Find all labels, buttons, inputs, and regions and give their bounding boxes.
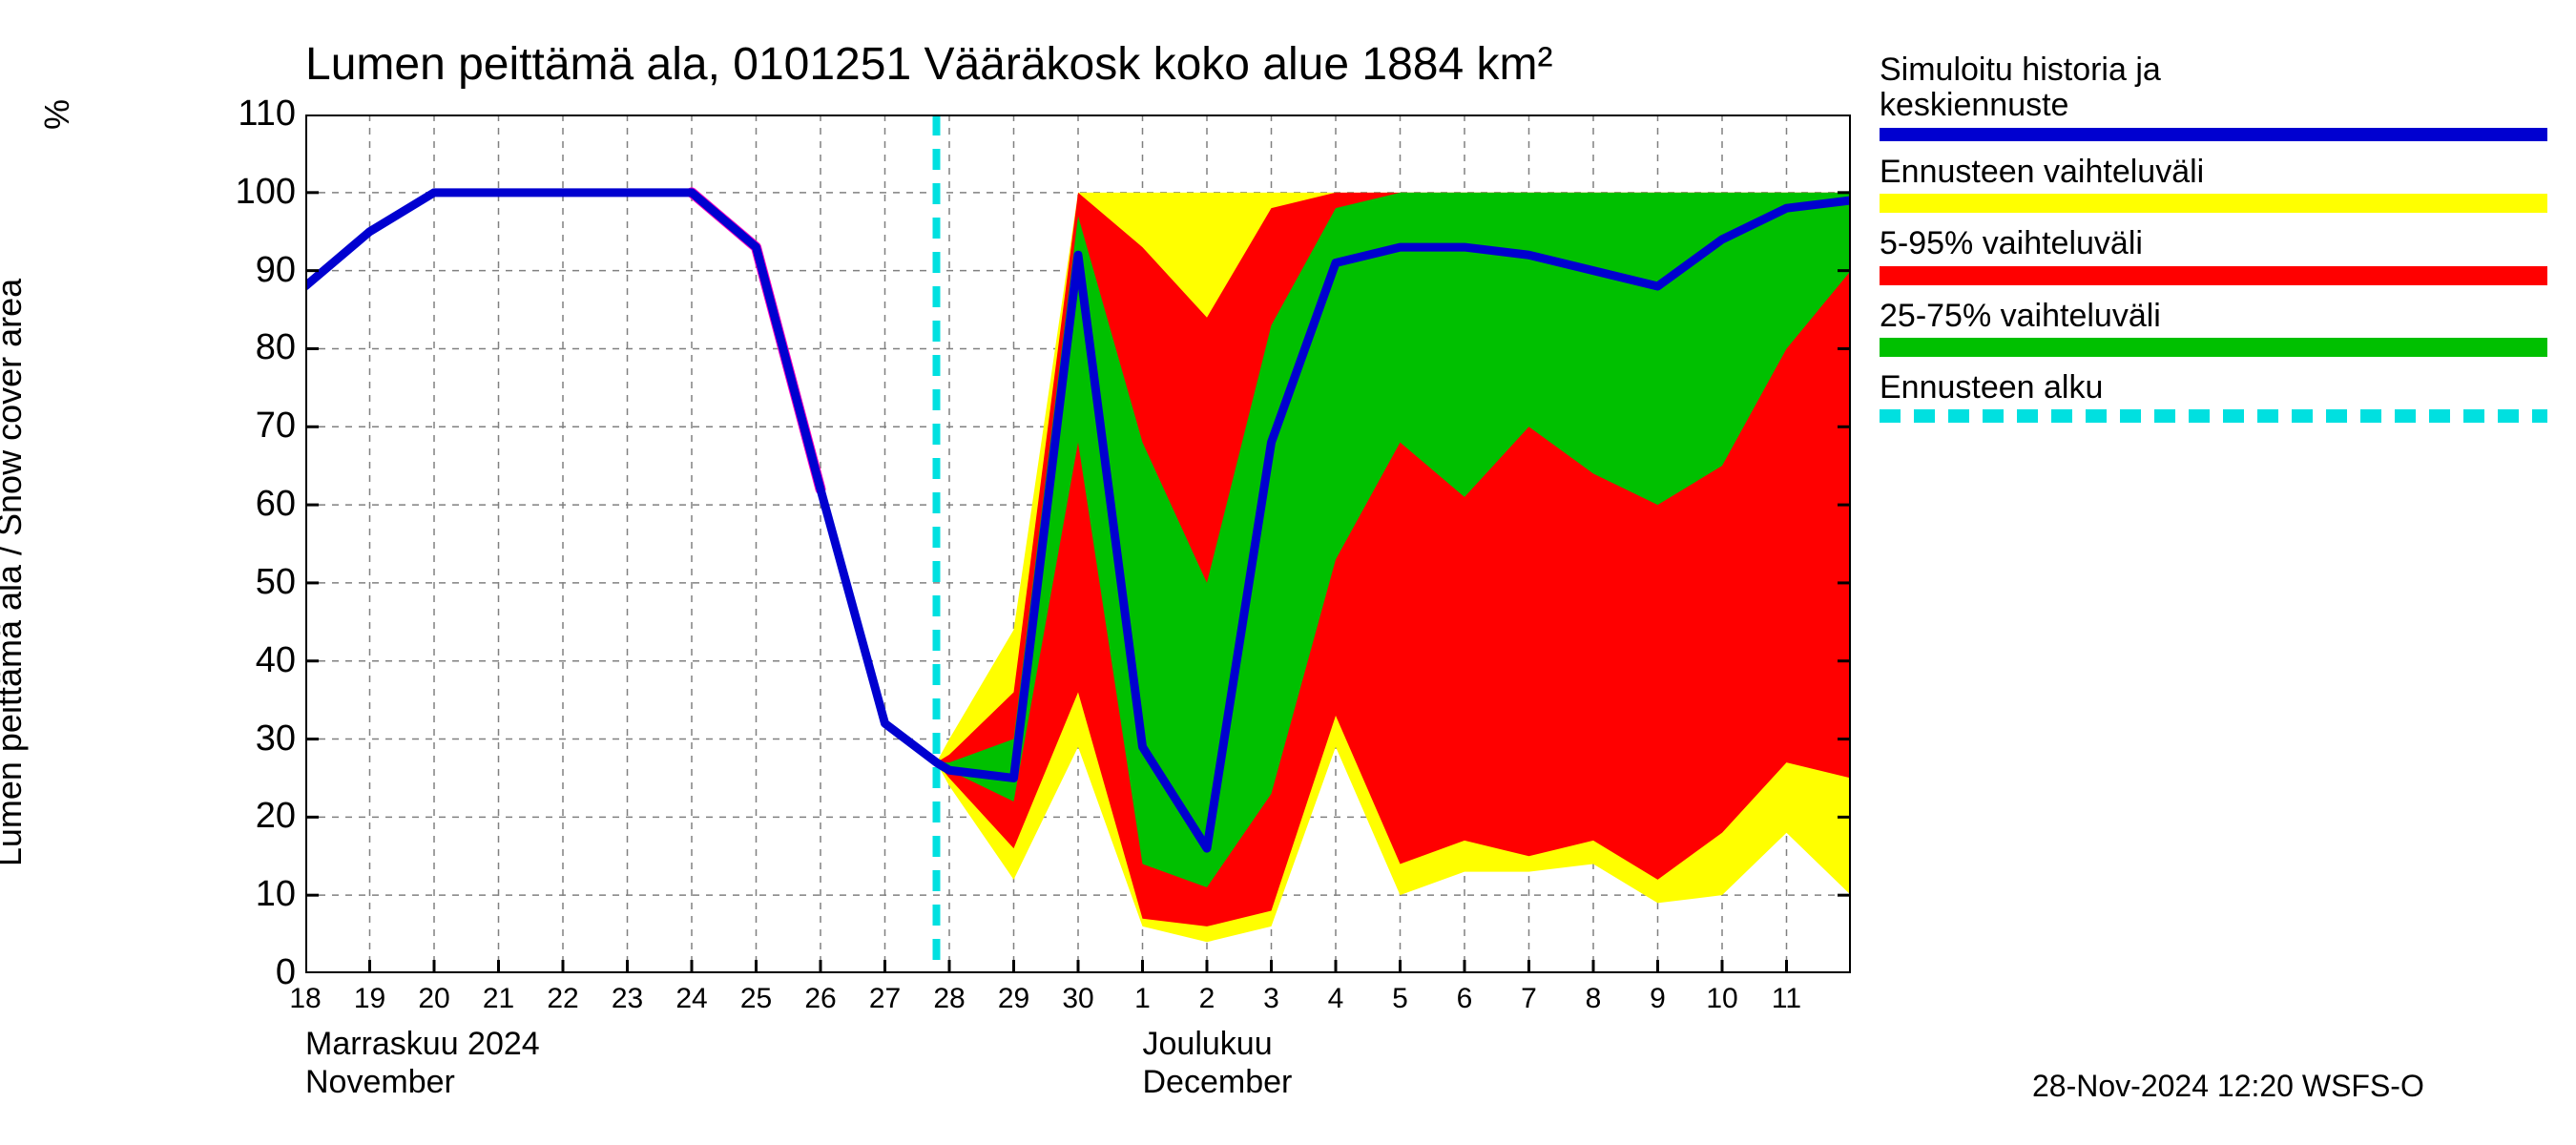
legend-label: Ennusteen alku <box>1880 370 2547 406</box>
chart-title: Lumen peittämä ala, 0101251 Vääräkosk ko… <box>305 38 1552 91</box>
x-tick-label: 29 <box>998 983 1029 1015</box>
legend-swatch <box>1880 266 2547 285</box>
x-tick-label: 19 <box>354 983 385 1015</box>
legend-swatch <box>1880 194 2547 213</box>
y-tick-label: 40 <box>210 640 296 681</box>
y-tick-label: 90 <box>210 250 296 291</box>
legend-item: Simuloitu historia jakeskiennuste <box>1880 52 2547 141</box>
x-tick-label: 3 <box>1263 983 1279 1015</box>
x-tick-label: 21 <box>483 983 514 1015</box>
y-tick-label: 110 <box>210 94 296 135</box>
x-tick-label: 20 <box>418 983 449 1015</box>
x-tick-label: 8 <box>1586 983 1602 1015</box>
x-tick-label: 25 <box>740 983 772 1015</box>
x-tick-label: 28 <box>933 983 965 1015</box>
x-tick-label: 10 <box>1706 983 1737 1015</box>
y-tick-label: 60 <box>210 484 296 525</box>
x-tick-label: 30 <box>1062 983 1093 1015</box>
chart-plot <box>305 114 1851 973</box>
y-axis-label: Lumen peittämä ala / Snow cover area <box>0 279 30 866</box>
x-tick-label: 7 <box>1521 983 1537 1015</box>
legend-item: 25-75% vaihteluväli <box>1880 299 2547 357</box>
chart-container: Lumen peittämä ala / Snow cover area % L… <box>0 0 2576 1145</box>
legend: Simuloitu historia jakeskiennuste Ennuste… <box>1880 52 2547 436</box>
month-label: Joulukuu <box>1143 1026 1273 1063</box>
y-tick-label: 70 <box>210 406 296 447</box>
x-tick-label: 27 <box>869 983 901 1015</box>
x-tick-label: 6 <box>1457 983 1473 1015</box>
legend-swatch <box>1880 128 2547 141</box>
legend-label: keskiennuste <box>1880 88 2547 123</box>
y-axis-unit: % <box>37 99 77 130</box>
month-label-en: November <box>305 1064 455 1101</box>
y-tick-label: 50 <box>210 562 296 603</box>
x-tick-label: 1 <box>1134 983 1151 1015</box>
x-tick-label: 26 <box>804 983 836 1015</box>
x-tick-label: 2 <box>1199 983 1215 1015</box>
month-label-en: December <box>1143 1064 1293 1101</box>
timestamp-footer: 28-Nov-2024 12:20 WSFS-O <box>2032 1069 2424 1104</box>
legend-label: 5-95% vaihteluväli <box>1880 226 2547 261</box>
x-tick-label: 22 <box>547 983 578 1015</box>
x-tick-label: 9 <box>1650 983 1666 1015</box>
x-tick-label: 24 <box>675 983 707 1015</box>
legend-label: Ennusteen vaihteluväli <box>1880 155 2547 190</box>
x-tick-label: 4 <box>1328 983 1344 1015</box>
y-tick-label: 0 <box>210 952 296 993</box>
legend-item: Ennusteen vaihteluväli <box>1880 155 2547 213</box>
legend-item: Ennusteen alku <box>1880 370 2547 423</box>
legend-swatch <box>1880 409 2547 423</box>
y-tick-label: 30 <box>210 718 296 760</box>
legend-swatch <box>1880 338 2547 357</box>
x-tick-label: 23 <box>612 983 643 1015</box>
x-tick-label: 18 <box>289 983 321 1015</box>
legend-label: 25-75% vaihteluväli <box>1880 299 2547 334</box>
legend-item: 5-95% vaihteluväli <box>1880 226 2547 284</box>
y-tick-label: 100 <box>210 172 296 213</box>
y-tick-label: 20 <box>210 796 296 837</box>
y-tick-label: 10 <box>210 874 296 915</box>
x-tick-label: 11 <box>1772 983 1801 1015</box>
x-tick-label: 5 <box>1392 983 1408 1015</box>
y-tick-label: 80 <box>210 327 296 368</box>
month-label: Marraskuu 2024 <box>305 1026 540 1063</box>
legend-label: Simuloitu historia ja <box>1880 52 2547 88</box>
